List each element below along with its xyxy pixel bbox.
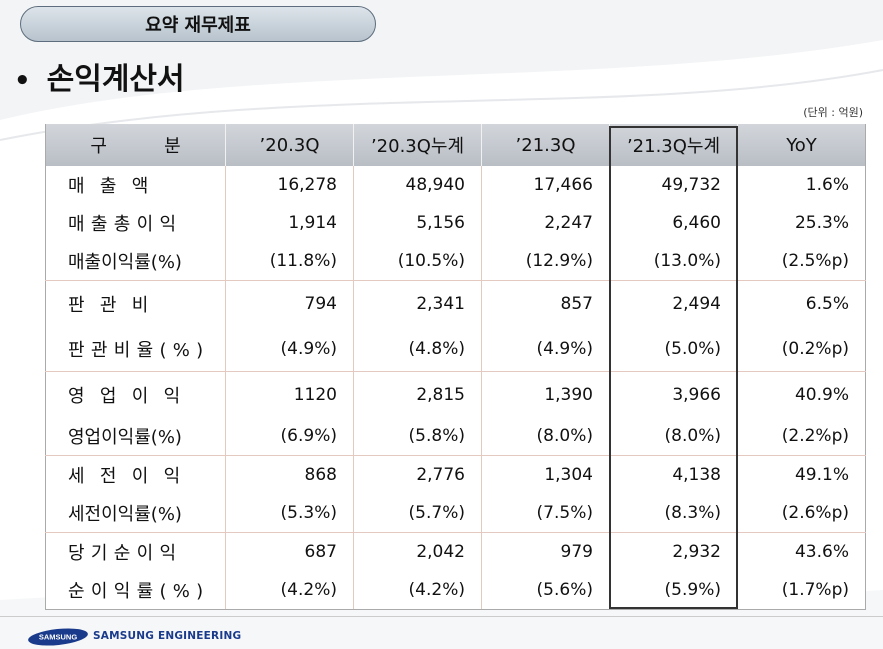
table-cell: 3,966 <box>609 371 738 417</box>
table-row: 매출총이익 1,914 5,156 2,247 6,460 25.3% <box>45 204 866 242</box>
company-name: SAMSUNG ENGINEERING <box>93 630 242 642</box>
table-cell: (4.9%) <box>225 326 354 372</box>
table-cell: 2,494 <box>609 280 738 326</box>
table-row: 당기순이익 687 2,042 979 2,932 43.6% <box>45 532 866 571</box>
column-header: YoY <box>737 124 866 166</box>
table-cell: 17,466 <box>481 166 610 204</box>
table-cell: (2.5%p) <box>737 242 866 281</box>
table-cell: (2.2%p) <box>737 417 866 456</box>
table-cell: 2,776 <box>353 455 482 494</box>
table-cell: 1,914 <box>225 204 354 242</box>
row-label: 판관비율(%) <box>45 326 226 372</box>
table-cell: 2,247 <box>481 204 610 242</box>
table-row: 매출이익률(%) (11.8%) (10.5%) (12.9%) (13.0%)… <box>45 242 866 281</box>
table-cell: (5.6%) <box>481 571 610 610</box>
table-cell: 979 <box>481 532 610 571</box>
row-label: 매출액 <box>45 166 226 204</box>
row-label: 매출총이익 <box>45 204 226 242</box>
table-cell: 1,390 <box>481 371 610 417</box>
table-cell: (5.0%) <box>609 326 738 372</box>
samsung-logo-icon: SAMSUNG <box>28 628 88 646</box>
bullet-icon: • <box>14 66 31 96</box>
column-header: ’20.3Q <box>225 124 354 166</box>
income-statement-table: 구 분 ’20.3Q ’20.3Q누계 ’21.3Q ’21.3Q누계 YoY … <box>45 124 866 610</box>
table-cell: (7.5%) <box>481 494 610 533</box>
table-cell: (8.0%) <box>609 417 738 456</box>
row-label: 당기순이익 <box>45 532 226 571</box>
table-row: 영업이익 1120 2,815 1,390 3,966 40.9% <box>45 371 866 417</box>
table-cell: (8.0%) <box>481 417 610 456</box>
table-cell: (5.7%) <box>353 494 482 533</box>
table-cell: (12.9%) <box>481 242 610 281</box>
table-header-row: 구 분 ’20.3Q ’20.3Q누계 ’21.3Q ’21.3Q누계 YoY <box>45 124 866 166</box>
row-label: 영업이익 <box>45 371 226 417</box>
table-cell: 857 <box>481 280 610 326</box>
table-cell: 40.9% <box>794 384 849 405</box>
footer-divider <box>0 616 883 617</box>
table-cell: 687 <box>225 532 354 571</box>
table-cell: 2,341 <box>353 280 482 326</box>
table-cell: (10.5%) <box>353 242 482 281</box>
row-label: 순이익률(%) <box>45 571 226 610</box>
table-cell: 49.1% <box>794 465 849 485</box>
table-cell: 1,304 <box>481 455 610 494</box>
row-label: 세전이익률(%) <box>45 494 226 533</box>
unit-note: (단위 : 억원) <box>803 106 863 119</box>
table-cell: 4,138 <box>609 455 738 494</box>
table-cell: (4.2%) <box>353 571 482 610</box>
table-cell: (8.3%) <box>609 494 738 533</box>
column-header: ’21.3Q <box>481 124 610 166</box>
table-cell: (6.9%) <box>225 417 354 456</box>
table-row: 영업이익률(%) (6.9%) (5.8%) (8.0%) (8.0%) (2.… <box>45 417 866 456</box>
table-cell: 5,156 <box>353 204 482 242</box>
table-cell: (4.2%) <box>225 571 354 610</box>
table-cell: 2,815 <box>353 371 482 417</box>
table-cell: 1120 <box>225 371 354 417</box>
table-cell: 1.6% <box>805 175 849 195</box>
section-heading: • 손익계산서 <box>14 60 185 101</box>
table-cell: 868 <box>225 455 354 494</box>
table-cell: (4.9%) <box>481 326 610 372</box>
row-label: 영업이익률(%) <box>45 417 226 456</box>
table-row: 판관비 794 2,341 857 2,494 6.5% <box>45 280 866 326</box>
table-cell: 16,278 <box>225 166 354 204</box>
table-cell: 49,732 <box>609 166 738 204</box>
column-header: ’20.3Q누계 <box>353 124 482 166</box>
table-cell: 6.5% <box>805 293 849 314</box>
table-row: 순이익률(%) (4.2%) (4.2%) (5.6%) (5.9%) (1.7… <box>45 571 866 610</box>
table-cell: (2.6%p) <box>737 494 866 533</box>
slide-title: 요약 재무제표 <box>20 6 376 42</box>
logo-wordmark: SAMSUNG <box>39 633 78 642</box>
table-cell: (0.2%p) <box>737 326 866 372</box>
table-row: 세전이익률(%) (5.3%) (5.7%) (7.5%) (8.3%) (2.… <box>45 494 866 533</box>
table-cell: (5.8%) <box>353 417 482 456</box>
row-label: 매출이익률(%) <box>45 242 226 281</box>
table-cell: 6,460 <box>609 204 738 242</box>
table-cell: 43.6% <box>794 542 849 562</box>
table-cell: 794 <box>225 280 354 326</box>
table-cell: (4.8%) <box>353 326 482 372</box>
section-title: 손익계산서 <box>46 62 185 97</box>
table-cell: 48,940 <box>353 166 482 204</box>
table-cell: (11.8%) <box>225 242 354 281</box>
table-cell: 2,042 <box>353 532 482 571</box>
row-label: 판관비 <box>45 280 226 326</box>
column-header: 구 분 <box>45 124 226 166</box>
column-header: ’21.3Q누계 <box>609 124 738 166</box>
table-cell: (5.3%) <box>225 494 354 533</box>
table-row: 매출액 16,278 48,940 17,466 49,732 1.6% <box>45 166 866 204</box>
table-cell: (13.0%) <box>609 242 738 281</box>
table-row: 판관비율(%) (4.9%) (4.8%) (4.9%) (5.0%) (0.2… <box>45 326 866 372</box>
table-cell: (5.9%) <box>609 571 738 610</box>
table-row: 세전이익 868 2,776 1,304 4,138 49.1% <box>45 455 866 494</box>
table-cell: 25.3% <box>794 213 849 233</box>
table-cell: 2,932 <box>609 532 738 571</box>
table-cell: (1.7%p) <box>737 571 866 610</box>
row-label: 세전이익 <box>45 455 226 494</box>
